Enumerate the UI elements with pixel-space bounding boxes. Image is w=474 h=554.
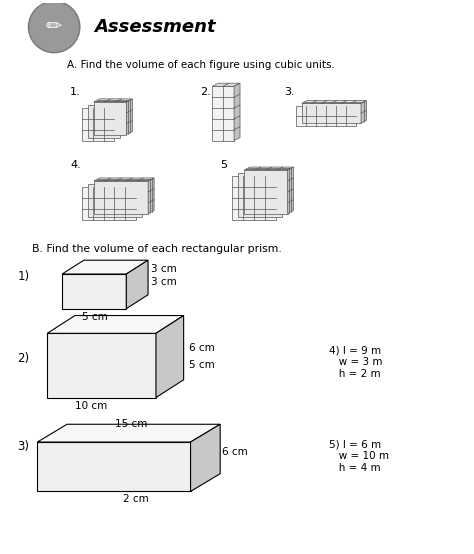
Polygon shape [94,181,148,214]
Polygon shape [47,334,156,398]
Polygon shape [191,424,220,491]
Text: 3.: 3. [284,87,295,97]
Polygon shape [82,108,114,141]
Text: 4) l = 9 m: 4) l = 9 m [329,345,381,355]
Text: h = 4 m: h = 4 m [329,463,381,473]
Text: 5: 5 [220,160,227,170]
Polygon shape [37,442,191,491]
Text: 2.: 2. [201,87,211,97]
Polygon shape [62,274,126,309]
Polygon shape [37,424,220,442]
Polygon shape [88,105,120,137]
Polygon shape [288,167,293,214]
Polygon shape [296,106,356,126]
Text: 5) l = 6 m: 5) l = 6 m [329,439,381,449]
Polygon shape [302,103,361,123]
Polygon shape [88,184,142,217]
Text: w = 3 m: w = 3 m [329,357,383,367]
Text: 3 cm: 3 cm [151,264,177,274]
Text: 5 cm: 5 cm [82,311,108,321]
Text: 2): 2) [18,352,30,365]
Text: 1): 1) [18,269,30,283]
Text: w = 10 m: w = 10 m [329,451,389,461]
Polygon shape [47,316,183,334]
Polygon shape [94,99,132,102]
Polygon shape [361,100,366,123]
Polygon shape [232,176,275,220]
Polygon shape [244,170,288,214]
Text: h = 2 m: h = 2 m [329,369,381,379]
Polygon shape [156,316,183,398]
Polygon shape [302,100,366,103]
Text: 3 cm: 3 cm [151,277,177,287]
Circle shape [28,1,80,53]
Polygon shape [127,99,132,135]
Polygon shape [94,102,127,135]
Polygon shape [62,260,148,274]
Text: 3): 3) [18,440,29,454]
Text: 2 cm: 2 cm [123,494,149,504]
Polygon shape [212,83,240,86]
Text: A. Find the volume of each figure using cubic units.: A. Find the volume of each figure using … [67,59,335,69]
Polygon shape [126,260,148,309]
Polygon shape [94,178,154,181]
Text: ✏: ✏ [46,18,63,37]
Text: 1.: 1. [70,87,81,97]
Polygon shape [212,86,234,141]
Polygon shape [148,178,154,214]
Text: 6 cm: 6 cm [222,447,248,457]
Text: 6 cm: 6 cm [189,343,214,353]
Text: Assessment: Assessment [94,18,215,36]
Text: 10 cm: 10 cm [75,402,107,412]
Text: 5 cm: 5 cm [189,360,214,370]
Polygon shape [234,83,240,141]
Polygon shape [244,167,293,170]
Text: 4.: 4. [70,160,81,170]
Text: 15 cm: 15 cm [115,419,147,429]
Polygon shape [82,187,136,220]
Text: B. Find the volume of each rectangular prism.: B. Find the volume of each rectangular p… [32,244,282,254]
Polygon shape [238,173,282,217]
